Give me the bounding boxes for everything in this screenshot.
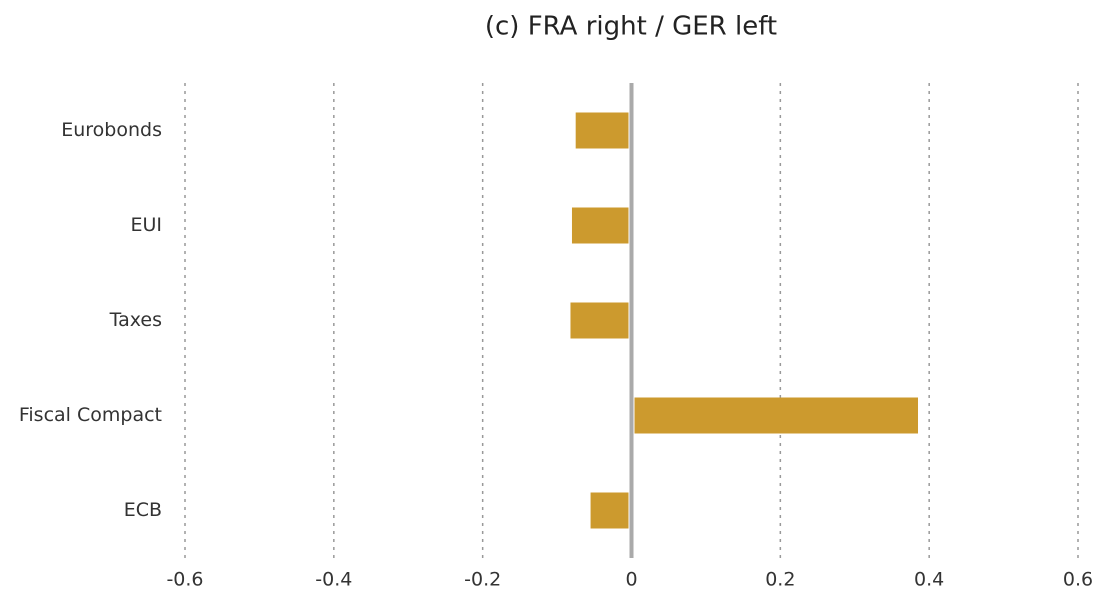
bar — [570, 302, 629, 339]
x-tick-label: -0.6 — [166, 569, 203, 591]
bar — [590, 492, 629, 529]
bar — [634, 397, 919, 434]
x-tick-label: 0.4 — [914, 569, 944, 591]
y-tick-label: Taxes — [109, 309, 162, 331]
x-tick-label: 0 — [625, 569, 637, 591]
y-tick-label: Fiscal Compact — [19, 404, 162, 426]
bar — [571, 207, 629, 244]
y-tick-label: Eurobonds — [61, 119, 162, 141]
y-tick-label: EUI — [130, 214, 162, 236]
x-tick-label: 0.6 — [1063, 569, 1093, 591]
bar — [575, 112, 629, 149]
x-tick-label: -0.2 — [464, 569, 501, 591]
x-tick-label: 0.2 — [765, 569, 795, 591]
y-tick-label: ECB — [124, 499, 162, 521]
x-tick-label: -0.4 — [315, 569, 352, 591]
chart-title: (c) FRA right / GER left — [485, 12, 777, 42]
